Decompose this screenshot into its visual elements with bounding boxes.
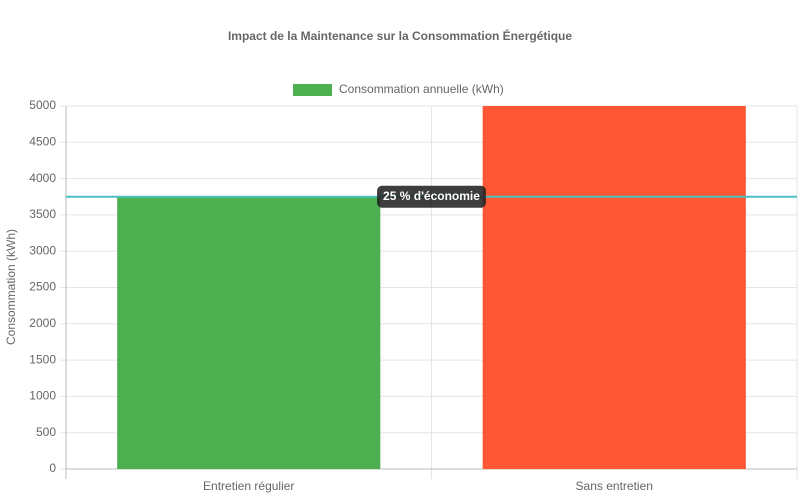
annotation-label: 25 % d'économie [383,189,480,203]
y-axis-label: Consommation (kWh) [4,229,18,345]
y-tick-label: 5000 [29,98,56,112]
chart-title: Impact de la Maintenance sur la Consomma… [228,28,572,43]
y-tick-label: 2000 [29,316,56,330]
y-tick-label: 4500 [29,134,56,148]
legend-swatch [293,84,332,96]
annotation-badge: 25 % d'économie [377,185,486,208]
x-tick-label: Entretien régulier [203,479,294,493]
y-tick-label: 3500 [29,207,56,221]
y-tick-label: 0 [49,461,56,475]
y-tick-label: 1000 [29,389,56,403]
y-tick-label: 4000 [29,171,56,185]
bar [482,106,746,469]
y-tick-label: 500 [36,425,56,439]
y-tick-label: 3000 [29,243,56,257]
bar [117,196,381,469]
x-tick-label: Sans entretien [576,479,653,493]
y-tick-label: 2500 [29,280,56,294]
annotation-label-bg [377,185,486,208]
y-tick-label: 1500 [29,352,56,366]
legend-label: Consommation annuelle (kWh) [339,82,504,96]
